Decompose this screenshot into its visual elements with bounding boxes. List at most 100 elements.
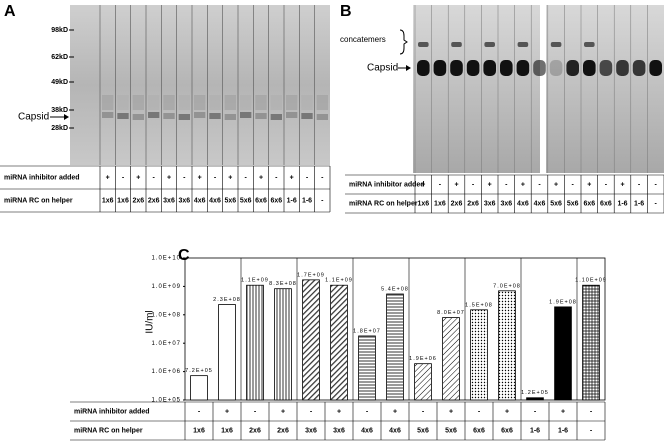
table-cell: 4x6 [389,427,401,434]
row-label: miRNA inhibitor added [4,174,80,181]
value-label: 8.0E+07 [437,310,465,316]
table-cell: + [421,181,425,188]
table-cell: - [538,181,541,188]
table-cell: - [478,408,481,415]
y-tick-label: 1.0E+09 [151,284,181,290]
table-cell: - [122,174,125,181]
gel-band [549,60,563,76]
table-cell: 3x6 [178,197,190,204]
table-cell: 1-6 [558,427,568,434]
table-cell: 1x6 [434,200,446,207]
table-cell: + [337,408,341,415]
table-cell: - [321,174,324,181]
marker-label: 49kD [51,79,68,86]
table-cell: - [198,408,201,415]
y-tick-label: 1.0E+05 [151,398,181,404]
table-cell: 2x6 [451,200,463,207]
value-label: 2.3E+08 [213,297,241,303]
gel-band [616,60,629,76]
gel-band [132,114,144,120]
bar [442,317,460,401]
table-cell: - [534,408,537,415]
value-label: 1.2E+05 [521,390,549,396]
table-cell: 2x6 [132,197,144,204]
gel-band [316,114,328,120]
brace [399,29,408,55]
table-cell: 1x6 [221,427,233,434]
table-cell: + [136,174,140,181]
table-cell: 6x6 [270,197,282,204]
table-cell: 3x6 [484,200,496,207]
table-cell: - [572,181,575,188]
gel-band [483,60,496,76]
y-tick-label: 1.0E+06 [151,369,181,375]
gel-band [583,60,596,76]
table-cell: 4x6 [209,197,221,204]
y-tick-label: 1.0E+08 [151,312,181,318]
y-tick-label: 1.0E+10 [151,256,181,262]
value-label: 8.3E+08 [269,281,297,287]
table-cell: + [554,181,558,188]
value-label: 1.8E+07 [353,328,381,334]
table-cell: - [605,181,608,188]
band-label: Capsid [367,63,398,74]
value-label: 7.2E+05 [185,368,213,374]
bar [554,306,572,401]
marker-label: 28kD [51,125,68,132]
table-cell: 6x6 [473,427,485,434]
table-cell: - [655,200,658,207]
y-tick-label: 1.0E+07 [151,341,181,347]
gel-band [194,112,206,118]
table-cell: + [454,181,458,188]
gel-band [450,60,463,76]
gel-smear [240,95,252,110]
gel-band [466,60,480,76]
table-cell: 6x6 [255,197,267,204]
gel-band [516,60,530,76]
table-cell: - [244,174,247,181]
table-cell: 4x6 [517,200,529,207]
gel-band [286,112,298,118]
table-cell: - [472,181,475,188]
table-cell: 1-6 [530,427,540,434]
row-label: miRNA RC on helper [74,427,143,434]
gel-band [599,60,613,76]
gel-band [240,112,252,118]
table-cell: - [152,174,155,181]
value-label: 1.1E+09 [325,278,353,284]
concatemers-label: concatemers [340,35,386,44]
table-cell: 1x6 [193,427,205,434]
table-cell: 5x6 [567,200,579,207]
gel-smear [301,95,313,110]
table-cell: - [505,181,508,188]
gel-smear [209,95,221,110]
table-cell: - [590,427,593,434]
table-cell: 4x6 [534,200,546,207]
value-label: 7.0E+08 [493,283,521,289]
gel-band [632,60,646,76]
table-cell: + [106,174,110,181]
table-cell: - [655,181,658,188]
bar [526,397,544,401]
table-cell: 4x6 [361,427,373,434]
concatemer-band [451,42,462,47]
gel-band [117,113,129,119]
table-cell: + [259,174,263,181]
gel-band [163,113,175,119]
bar [414,363,432,401]
gel-band [417,60,430,76]
gel-band [178,114,190,120]
concatemer-band [484,42,495,47]
bar [358,335,376,401]
table-cell: - [366,408,369,415]
bar [330,284,348,401]
table-cell: 6x6 [600,200,612,207]
table-cell: 2x6 [249,427,261,434]
table-cell: 1-6 [617,200,627,207]
gel-smear [132,95,144,110]
table-cell: - [439,181,442,188]
bar [386,293,404,401]
bar [246,284,264,401]
arrow-head [406,65,411,71]
y-axis-label: IU/ml [145,310,156,333]
